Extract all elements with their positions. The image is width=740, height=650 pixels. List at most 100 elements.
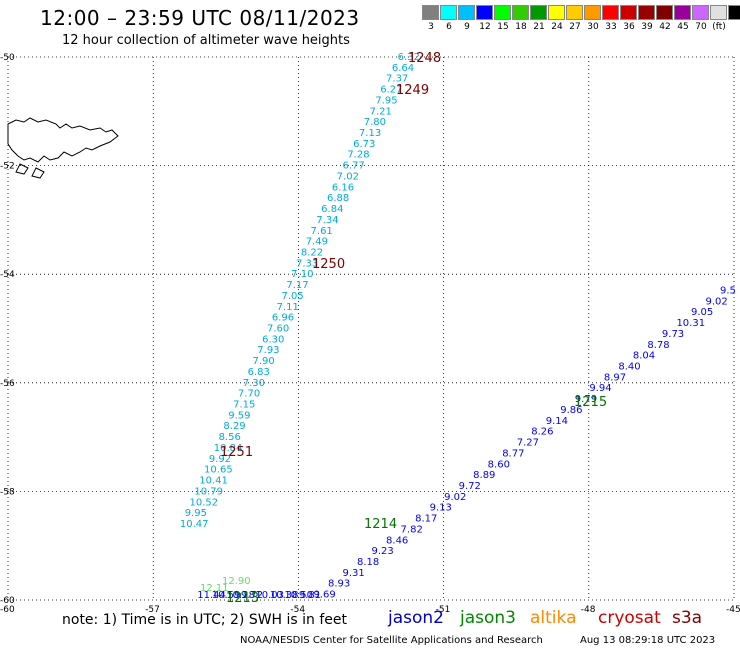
- scale-swatch: [638, 5, 655, 20]
- time-label: 1215: [574, 395, 607, 410]
- jason3-swh-value: 7.95: [375, 95, 397, 106]
- legend-jason2: jason2: [388, 608, 444, 628]
- jason3-swh-value: 6.88: [327, 193, 349, 204]
- jason3-swh-value: 7.21: [370, 106, 392, 117]
- x-tick-label: -51: [436, 605, 451, 615]
- scale-swatch: [674, 5, 691, 20]
- jason3-swh-value: 6.83: [248, 367, 270, 378]
- jason2-swh-value: 9.02: [705, 296, 727, 307]
- jason2-swh-value: 10.38: [270, 590, 299, 601]
- jason3-swh-value: 7.11: [277, 302, 299, 313]
- scale-label: 70: [695, 22, 707, 32]
- page-title: 12:00 – 23:59 UTC 08/11/2023: [40, 6, 360, 30]
- scale-label: 9: [464, 22, 470, 32]
- scale-label: 30: [587, 22, 599, 32]
- legend-cryosat: cryosat: [598, 608, 661, 628]
- jason3-swh-value: 6.77: [342, 161, 364, 172]
- jason2-swh-value: 8.17: [415, 514, 437, 525]
- jason2-swh-value: 9.14: [546, 416, 568, 427]
- altika-swh-value: 12.11: [200, 583, 229, 594]
- jason2-swh-value: 8.40: [618, 362, 640, 373]
- y-tick-label: -58: [0, 487, 15, 497]
- legend-s3a: s3a: [672, 608, 703, 628]
- jason3-swh-value: 7.37: [386, 74, 408, 85]
- jason2-swh-value: 7.82: [401, 524, 423, 535]
- jason2-swh-value: 9.79: [575, 394, 597, 405]
- jason3-swh-value: 6.84: [321, 204, 343, 215]
- scale-label: (ft): [712, 22, 726, 32]
- color-scale-swatches: [422, 5, 740, 20]
- color-scale-labels: 3 6 9 12 15 18 21 24 27 30 33 36 39 42 45 70 (ft): [422, 22, 740, 32]
- jason3-swh-value: 10.47: [180, 519, 209, 530]
- jason2-swh-value: 9.5: [720, 285, 736, 296]
- jason2-swh-value: 8.60: [488, 459, 510, 470]
- scale-label: 21: [533, 22, 545, 32]
- time-label: 1214: [364, 517, 397, 532]
- jason2-swh-value: 9.02: [444, 492, 466, 503]
- jason3-swh-value: 7.60: [267, 324, 289, 335]
- y-tick-label: -60: [0, 596, 15, 606]
- jason3-swh-value: 10.41: [199, 476, 228, 487]
- grid-lines: [7, 56, 735, 601]
- y-tick-label: -52: [0, 162, 15, 172]
- coastline-falkland-islands: [7, 117, 119, 179]
- footnote: note: 1) Time is in UTC; 2) SWH is in fe…: [62, 612, 348, 628]
- scale-swatch: [728, 5, 740, 20]
- scale-swatch: [548, 5, 565, 20]
- jason3-swh-value: 7.61: [311, 226, 333, 237]
- jason2-swh-value: 10.03: [255, 590, 284, 601]
- scale-label: 27: [569, 22, 581, 32]
- jason3-swh-value: 6.73: [353, 139, 375, 150]
- jason2-swh-value: 8.78: [647, 340, 669, 351]
- scale-label: 6: [446, 22, 452, 32]
- jason2-swh-value: 9.05: [691, 307, 713, 318]
- jason2-swh-value: 9.23: [372, 546, 394, 557]
- scale-label: 18: [515, 22, 527, 32]
- y-tick-label: -56: [0, 379, 15, 389]
- jason3-swh-value: 6.32: [398, 52, 420, 63]
- legend-jason3: jason3: [460, 608, 516, 628]
- jason2-swh-value: 10.28: [226, 590, 255, 601]
- jason3-swh-value: 7.80: [364, 117, 386, 128]
- jason3-swh-value: 8.29: [223, 421, 245, 432]
- scale-swatch: [512, 5, 529, 20]
- jason2-swh-value: 8.04: [633, 351, 655, 362]
- jason3-swh-value: 7.17: [286, 280, 308, 291]
- scale-label: 24: [551, 22, 563, 32]
- x-tick-label: -48: [581, 605, 596, 615]
- jason2-swh-value: 8.46: [386, 535, 408, 546]
- jason3-swh-value: 6.27: [380, 85, 402, 96]
- scale-swatch: [620, 5, 637, 20]
- time-label: 1249: [396, 83, 429, 98]
- credit-line: NOAA/NESDIS Center for Satellite Applica…: [240, 635, 543, 646]
- scale-label: 36: [623, 22, 635, 32]
- jason3-swh-value: 7.10: [291, 269, 313, 280]
- jason2-swh-value: 9.81: [299, 590, 321, 601]
- jason2-swh-value: 9.31: [342, 568, 364, 579]
- scale-swatch: [476, 5, 493, 20]
- altika-swh-value: 12.90: [222, 576, 251, 587]
- jason2-swh-value: 10.50: [284, 590, 313, 601]
- jason3-swh-value: 7.15: [233, 400, 255, 411]
- y-tick-label: -50: [0, 53, 15, 63]
- scale-label: 39: [641, 22, 653, 32]
- jason2-swh-value: 10.31: [676, 318, 705, 329]
- jason2-swh-value: 8.89: [473, 470, 495, 481]
- jason3-swh-value: 7.49: [306, 237, 328, 248]
- legend-altika: altika: [530, 608, 577, 628]
- jason2-swh-value: 9.73: [662, 329, 684, 340]
- jason3-swh-value: 8.22: [301, 247, 323, 258]
- color-scale: 3 6 9 12 15 18 21 24 27 30 33 36 39 42 45 70 (ft): [422, 5, 740, 32]
- jason3-swh-value: 10.65: [204, 465, 233, 476]
- jason3-swh-value: 9.92: [209, 454, 231, 465]
- scale-swatch: [602, 5, 619, 20]
- scale-swatch: [656, 5, 673, 20]
- scale-label: 12: [479, 22, 491, 32]
- jason3-swh-value: 6.30: [262, 334, 284, 345]
- jason2-swh-value: 9.69: [313, 590, 335, 601]
- scale-swatch: [530, 5, 547, 20]
- scale-swatch: [566, 5, 583, 20]
- jason2-swh-value: 11.44: [197, 590, 226, 601]
